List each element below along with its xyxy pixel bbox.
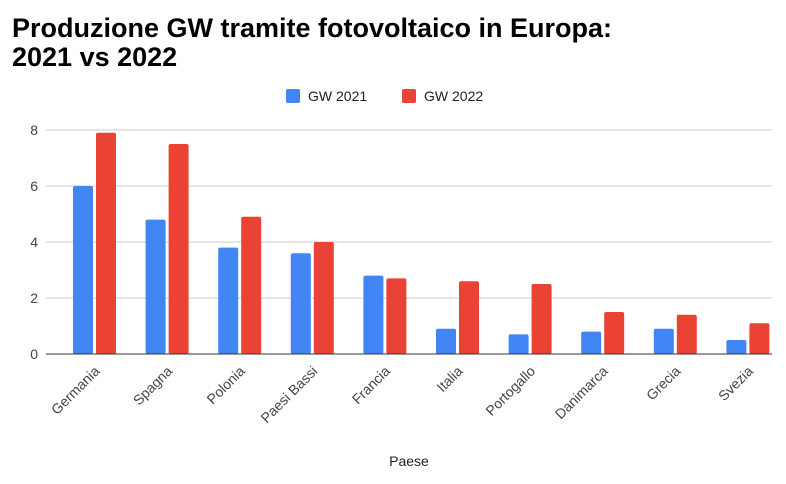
legend: GW 2021 GW 2022: [286, 88, 483, 104]
bar-gw-2021-portogallo: [508, 334, 529, 354]
legend-swatch: [402, 89, 416, 103]
bar-gw-2021-svezia: [726, 340, 747, 354]
y-tick-label: 6: [30, 178, 38, 194]
x-tick-label: Danimarca: [552, 363, 611, 422]
y-tick-label: 0: [30, 346, 38, 362]
bar-gw-2022-danimarca: [604, 312, 625, 354]
bar-gw-2021-grecia: [653, 328, 674, 354]
bar-gw-2022-polonia: [241, 216, 262, 354]
legend-label: GW 2021: [308, 88, 367, 104]
chart-title: Produzione GW tramite fotovoltaico in Eu…: [12, 14, 772, 72]
bar-gw-2022-francia: [386, 278, 407, 354]
y-tick-label: 2: [30, 290, 38, 306]
x-tick-label: Grecia: [643, 363, 684, 404]
x-tick-label: Paesi Bassi: [257, 363, 320, 426]
bar-gw-2021-paesi-bassi: [290, 253, 311, 354]
bar-gw-2021-francia: [363, 275, 384, 354]
gridlines: [46, 129, 772, 299]
x-tick-label: Polonia: [203, 363, 247, 407]
bar-gw-2021-spagna: [145, 219, 166, 354]
bar-gw-2021-danimarca: [581, 331, 602, 354]
bar-gw-2021-germania: [73, 186, 93, 354]
x-tick-label: Francia: [349, 363, 393, 407]
x-tick-label: Spagna: [130, 363, 176, 409]
x-tick-label: Italia: [433, 363, 465, 395]
bar-gw-2022-svezia: [749, 323, 770, 354]
bar-gw-2022-spagna: [168, 144, 189, 354]
chart-title-line-1: Produzione GW tramite fotovoltaico in Eu…: [12, 13, 613, 43]
chart-title-line-2: 2021 vs 2022: [12, 42, 178, 72]
legend-label: GW 2022: [424, 88, 483, 104]
y-axis-ticks: 0 2 4 6 8: [30, 122, 38, 362]
bar-gw-2022-paesi-bassi: [313, 242, 334, 354]
x-tick-label: Portogallo: [482, 363, 538, 419]
bar-gw-2022-portogallo: [531, 284, 552, 354]
y-tick-label: 4: [30, 234, 38, 250]
x-axis-ticks: Germania Spagna Polonia Paesi Bassi Francia I…: [48, 363, 756, 426]
bar-gw-2021-polonia: [218, 247, 239, 354]
bar-gw-2021-italia: [436, 328, 456, 354]
legend-swatch: [286, 89, 300, 103]
bars: [73, 132, 770, 354]
x-tick-label: Germania: [48, 363, 103, 418]
x-tick-label: Svezia: [715, 363, 756, 404]
bar-gw-2022-grecia: [676, 314, 697, 354]
x-axis-label: Paese: [389, 453, 429, 469]
bar-gw-2022-germania: [96, 132, 116, 354]
bar-gw-2022-italia: [459, 281, 479, 354]
y-tick-label: 8: [30, 122, 38, 138]
